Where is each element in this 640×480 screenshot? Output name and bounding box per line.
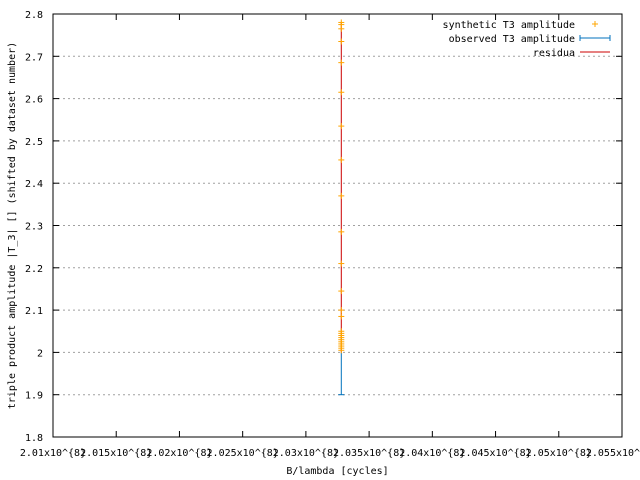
y-tick-label: 2.1 [25, 306, 43, 317]
x-tick-label: 2.025x10^{8} [207, 448, 279, 459]
synthetic-point [338, 123, 345, 130]
synthetic-point [338, 328, 345, 335]
y-axis-label: triple product amplitude |T_3| [] (shift… [7, 42, 18, 409]
synthetic-point [338, 19, 345, 26]
axis-ticks: 1.8 1.9 2 2.1 2.2 2.3 2.4 2.5 2.6 2.7 2.8 2.01x10^{… [20, 10, 640, 459]
synthetic-point [338, 156, 345, 163]
synthetic-point [338, 89, 345, 96]
legend-swatch-observed [579, 35, 611, 41]
synthetic-point [338, 260, 345, 267]
synthetic-point [338, 59, 345, 66]
legend-label-observed: observed T3 amplitude [449, 34, 575, 45]
legend-label-residua: residua [533, 48, 575, 59]
x-tick-label: 2.02x10^{8} [146, 448, 212, 459]
x-tick-label: 2.01x10^{8} [20, 448, 86, 459]
synthetic-point [338, 288, 345, 295]
x-tick-label: 2.05x10^{8} [526, 448, 592, 459]
synthetic-point [338, 307, 345, 314]
x-tick-label: 2.045x10^{8} [459, 448, 531, 459]
x-tick-label: 2.055x10^{8} [586, 448, 640, 459]
data-series [338, 19, 345, 396]
legend: synthetic T3 amplitude observed T3 ampli… [443, 20, 611, 59]
y-tick-label: 2.7 [25, 52, 43, 63]
synthetic-point [338, 38, 345, 45]
y-tick-label: 2.6 [25, 95, 43, 106]
x-tick-label: 2.04x10^{8} [399, 448, 465, 459]
x-tick-label: 2.03x10^{8} [273, 448, 339, 459]
synthetic-point [338, 228, 345, 235]
y-tick-label: 1.8 [25, 433, 43, 444]
y-tick-label: 2.5 [25, 137, 43, 148]
y-tick-label: 2.4 [25, 179, 43, 190]
y-tick-label: 1.9 [25, 391, 43, 402]
y-tick-label: 2 [37, 348, 43, 359]
y-tick-label: 2.8 [25, 10, 43, 21]
x-axis-label: B/lambda [cycles] [286, 466, 388, 477]
y-tick-label: 2.3 [25, 222, 43, 233]
x-tick-label: 2.015x10^{8} [80, 448, 152, 459]
x-tick-label: 2.035x10^{8} [333, 448, 405, 459]
synthetic-point [338, 313, 345, 320]
y-tick-label: 2.2 [25, 264, 43, 275]
grid-lines [53, 55, 622, 396]
synthetic-point [338, 192, 345, 199]
legend-swatch-synthetic [592, 21, 598, 27]
legend-label-synthetic: synthetic T3 amplitude [443, 20, 575, 31]
